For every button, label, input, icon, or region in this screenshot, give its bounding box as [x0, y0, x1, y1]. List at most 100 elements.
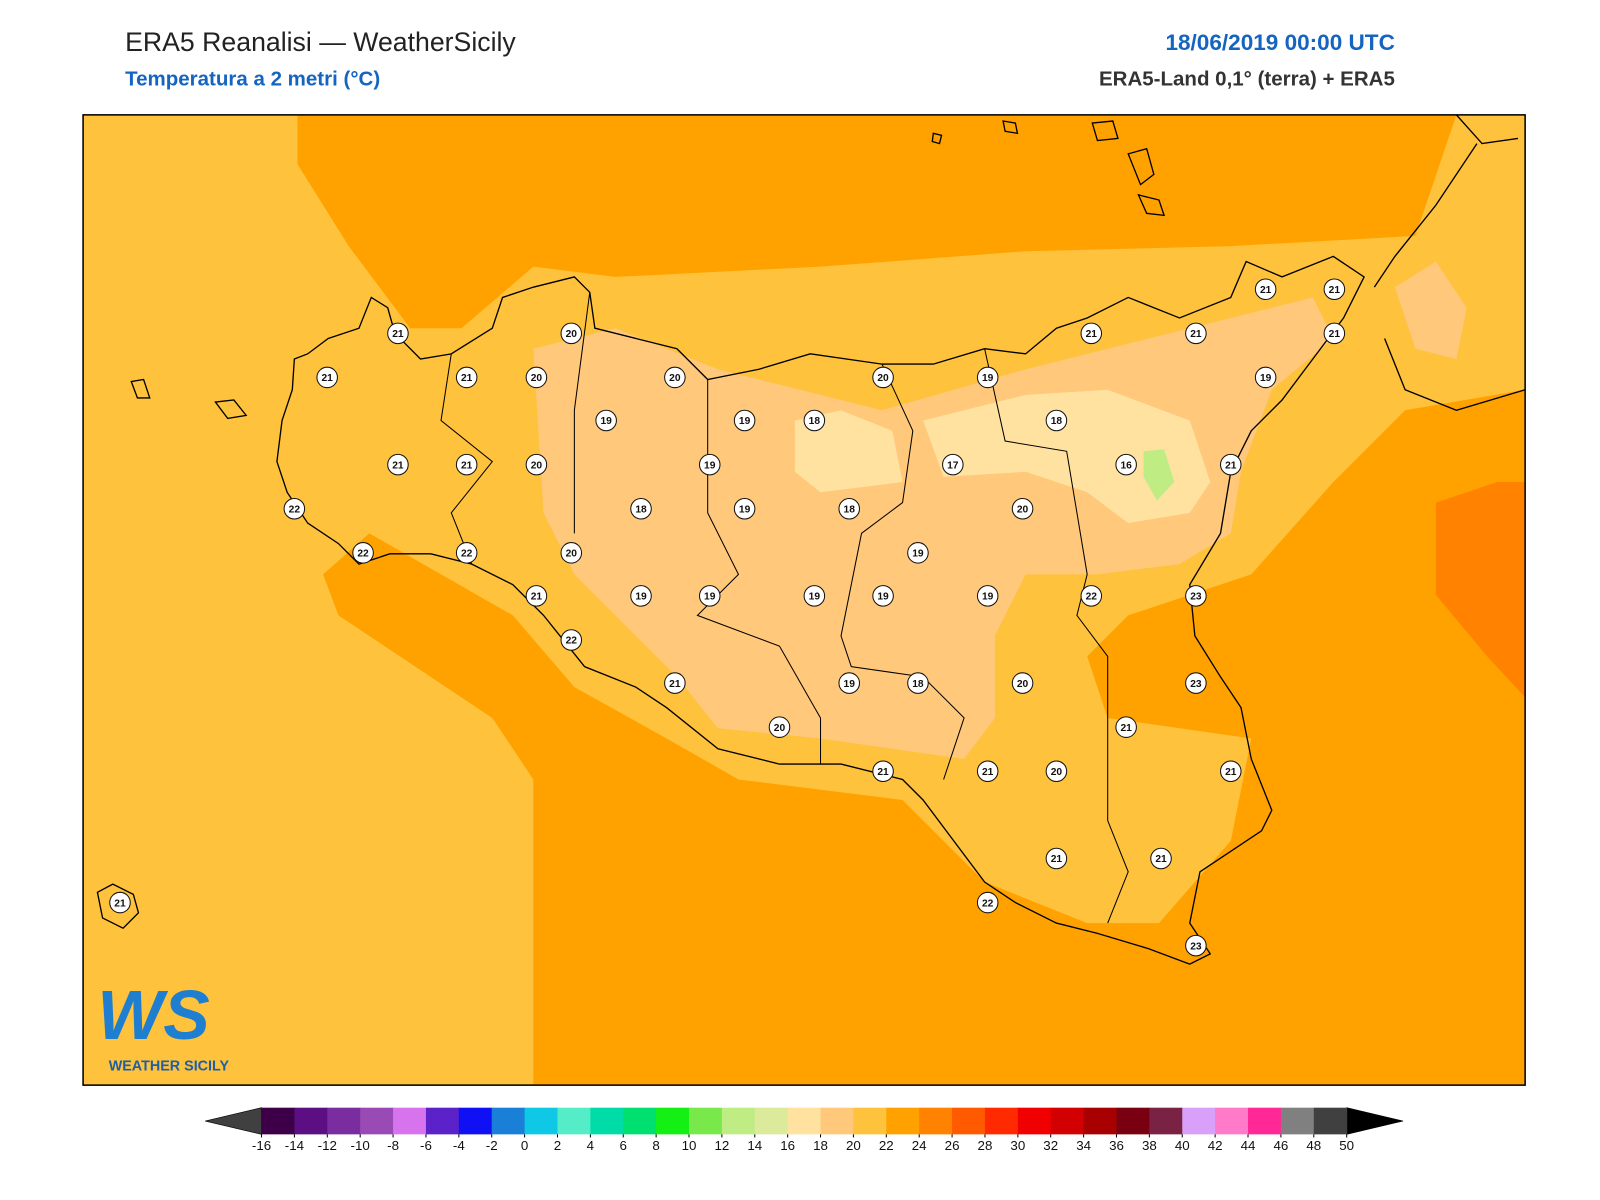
station-value: 21 [461, 373, 473, 384]
stations: 21 20 21 21 20 20 20 19 21 21 21 21 21 19 19 19 18 18 21 21… [109, 278, 1346, 957]
source: ERA5-Land 0,1° (terra) + ERA5 [1099, 67, 1395, 90]
colorbar-label: 14 [747, 1138, 762, 1153]
colorbar-label: 10 [682, 1138, 697, 1153]
station-value: 21 [1190, 329, 1202, 340]
station-value: 19 [739, 416, 751, 427]
colorbar-label: 28 [978, 1138, 993, 1153]
station-marker [803, 409, 826, 432]
station-value: 20 [774, 723, 786, 734]
station-marker [907, 672, 929, 694]
colorbar-label: 2 [554, 1138, 561, 1153]
station-marker [1185, 585, 1207, 607]
station-marker [1045, 760, 1068, 783]
colorbar-label: 48 [1306, 1138, 1321, 1153]
colorbar-label: 12 [714, 1138, 729, 1153]
station-marker [664, 672, 686, 694]
coastline [276, 255, 1365, 965]
colorbar-label: 18 [813, 1138, 828, 1153]
station-value: 16 [1120, 460, 1132, 471]
colorbar-label: 16 [780, 1138, 795, 1153]
station-value: 20 [877, 373, 889, 384]
station-marker [1254, 366, 1277, 389]
colorbar-swatch [984, 1107, 1019, 1135]
station-marker [630, 497, 652, 520]
station-marker [455, 542, 478, 564]
station-value: 20 [531, 373, 543, 384]
station-marker [1080, 322, 1103, 345]
coastline [1373, 114, 1526, 411]
field-band [1435, 482, 1526, 698]
station-value: 21 [392, 329, 404, 340]
station-marker [976, 366, 999, 389]
station-marker [1254, 278, 1277, 300]
field-band [794, 410, 903, 493]
station-marker [560, 629, 583, 651]
station-value: 18 [809, 416, 821, 427]
station-value: 20 [1017, 504, 1029, 515]
colorbar-label: -6 [420, 1138, 432, 1153]
colorbar-swatch [458, 1107, 493, 1135]
colorbar-label: -12 [318, 1138, 337, 1153]
colorbar-label: 50 [1339, 1138, 1354, 1153]
station-value: 21 [1329, 329, 1341, 340]
station-value: 21 [669, 679, 681, 690]
colorbar-swatch [656, 1107, 690, 1135]
station-marker [316, 366, 338, 389]
colorbar-swatch [721, 1107, 756, 1135]
colorbar-swatch [590, 1107, 624, 1135]
colorbar-swatch [919, 1107, 953, 1135]
colorbar-label: 8 [652, 1138, 659, 1153]
colorbar-label: 44 [1241, 1138, 1256, 1153]
station-marker [838, 497, 860, 520]
field-band [323, 389, 1526, 1086]
station-marker [907, 542, 929, 564]
station-value: 20 [566, 329, 578, 340]
station-value: 21 [531, 592, 543, 603]
station-value: 22 [982, 898, 994, 909]
station-value: 21 [321, 373, 333, 384]
colorbar-label: 34 [1076, 1138, 1091, 1153]
station-value: 19 [844, 679, 856, 690]
station-marker [1045, 409, 1068, 432]
station-value: 19 [877, 592, 889, 603]
station-marker [1185, 322, 1207, 345]
station-marker [976, 891, 999, 914]
station-value: 20 [1017, 679, 1029, 690]
station-marker [1220, 760, 1242, 783]
station-value: 22 [566, 636, 578, 647]
station-value: 19 [739, 504, 751, 515]
field [83, 114, 1526, 1086]
colorbar-label: -14 [285, 1138, 305, 1153]
station-marker [109, 891, 131, 914]
colorbar-swatch [689, 1107, 723, 1135]
colorbar-label: 42 [1208, 1138, 1223, 1153]
station-marker [733, 497, 756, 520]
station-marker [525, 585, 548, 607]
island [96, 120, 1166, 930]
station-marker [1080, 585, 1103, 607]
station-marker [525, 453, 548, 476]
colorbar-label: -8 [387, 1138, 399, 1153]
colorbar-label: 36 [1109, 1138, 1124, 1153]
station-marker [387, 453, 409, 476]
colorbar-label: 30 [1010, 1138, 1025, 1153]
colorbar-swatch [524, 1107, 558, 1135]
station-value: 22 [357, 549, 369, 560]
station-value: 21 [1225, 767, 1237, 778]
station-value: 21 [114, 898, 126, 909]
station-marker [1185, 934, 1207, 957]
station-value: 19 [982, 373, 994, 384]
station-value: 19 [982, 592, 994, 603]
colorbar-swatch [886, 1107, 920, 1135]
station-marker [872, 760, 894, 783]
station-value: 21 [1120, 723, 1132, 734]
station-marker [942, 453, 964, 476]
field-band [297, 114, 1457, 329]
station-marker [698, 453, 721, 476]
colorbar-swatch [820, 1107, 854, 1135]
station-value: 21 [1086, 329, 1098, 340]
colorbar-swatch [1017, 1107, 1052, 1135]
colorbar-swatch [1083, 1107, 1118, 1135]
station-value: 21 [1051, 854, 1063, 865]
station-marker [525, 366, 548, 389]
